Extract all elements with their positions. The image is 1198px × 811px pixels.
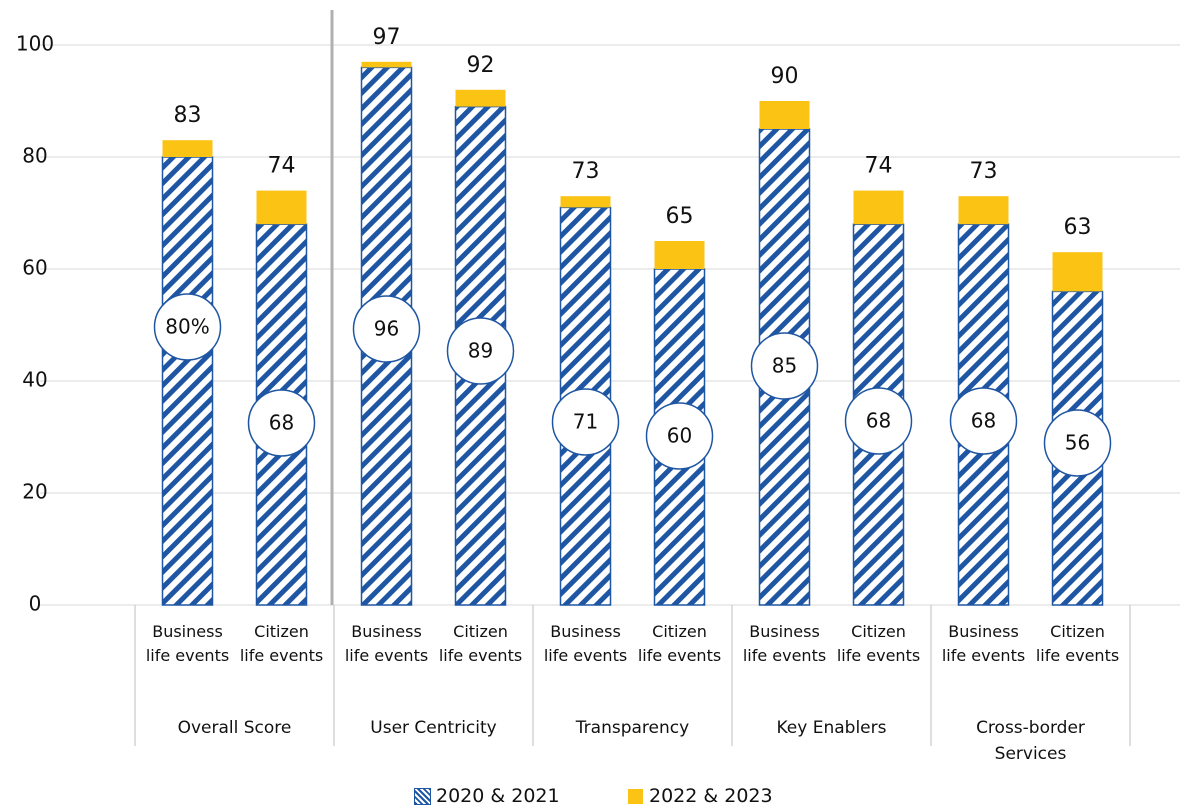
x-tick-label: Business life events [145, 622, 230, 665]
y-tick-label: 0 [29, 592, 42, 616]
x-tick-label: Citizen life events [836, 622, 921, 665]
bar-segment [853, 190, 904, 225]
group-label: Key Enablers [776, 718, 887, 738]
x-tick-label: Business life events [344, 622, 429, 665]
legend-item: 2022 & 2023 [628, 785, 773, 807]
x-tick-label: Business life events [941, 622, 1026, 665]
total-label: 73 [970, 159, 998, 184]
value-badge [1043, 409, 1112, 477]
value-label: 68 [971, 409, 996, 433]
value-badge [446, 317, 515, 385]
total-label: 65 [666, 204, 694, 229]
value-badge [247, 389, 316, 457]
total-label: 74 [268, 154, 296, 179]
y-tick-label: 40 [22, 368, 47, 392]
x-tick-label: Business life events [742, 622, 827, 665]
value-badge [645, 402, 714, 470]
y-tick-label: 80 [22, 144, 47, 168]
bar-segment [654, 241, 705, 269]
group-label: Transparency [575, 718, 690, 738]
x-tick-label: Citizen life events [1035, 622, 1120, 665]
bar-segment [560, 196, 611, 208]
group-label: User Centricity [370, 718, 497, 738]
value-label: 85 [772, 354, 797, 378]
bar-segment [161, 156, 214, 606]
x-tick-label: Citizen life events [637, 622, 722, 665]
y-tick-label: 20 [22, 480, 47, 504]
total-label: 74 [865, 154, 893, 179]
bar-segment [958, 196, 1009, 225]
total-label: 63 [1064, 215, 1092, 240]
legend-swatch [414, 787, 431, 805]
bar-segment [256, 190, 307, 225]
legend-label: 2020 & 2021 [436, 785, 560, 807]
x-tick-label: Citizen life events [239, 622, 324, 665]
total-label: 92 [467, 53, 495, 78]
value-label: 68 [269, 411, 294, 435]
total-label: 73 [572, 159, 600, 184]
total-label: 90 [771, 64, 799, 89]
bar-segment [455, 89, 506, 107]
y-tick-label: 100 [16, 32, 54, 56]
legend-label: 2022 & 2023 [649, 785, 773, 807]
x-tick-label: Business life events [543, 622, 628, 665]
value-badge [949, 387, 1018, 455]
legend-item: 2020 & 2021 [414, 785, 560, 807]
value-label: 96 [374, 317, 399, 341]
value-badge [551, 388, 620, 456]
bar-segment [759, 101, 810, 129]
group-label: Overall Score [177, 718, 292, 738]
group-label: Cross-border Services [976, 718, 1085, 764]
value-label: 80% [165, 315, 209, 339]
total-label: 97 [373, 25, 401, 50]
legend-swatch [628, 788, 643, 804]
value-label: 71 [573, 410, 598, 434]
x-tick-label: Citizen life events [438, 622, 523, 665]
bar-segment [162, 140, 213, 157]
value-label: 89 [468, 339, 493, 363]
value-badge [750, 332, 819, 400]
value-label: 68 [866, 409, 891, 433]
value-label: 56 [1065, 431, 1090, 455]
value-badge [352, 295, 421, 363]
value-label: 60 [667, 424, 692, 448]
bar-segment [361, 61, 412, 68]
bar-segment [1052, 252, 1103, 292]
total-label: 83 [174, 103, 202, 128]
value-badge [153, 293, 222, 361]
y-tick-label: 60 [22, 256, 47, 280]
value-badge [844, 387, 913, 455]
